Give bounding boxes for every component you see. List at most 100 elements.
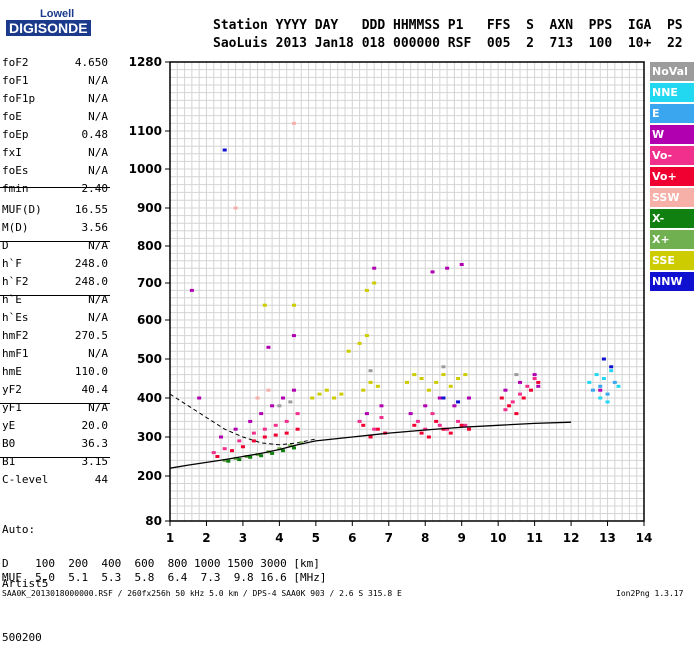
echo-point-x- <box>281 449 286 453</box>
x-tick-label: 6 <box>348 531 356 545</box>
echo-point-w <box>379 404 384 408</box>
echo-point-ssw <box>233 206 238 210</box>
echo-point-noval <box>288 400 293 404</box>
echo-point-sse <box>405 380 409 384</box>
echo-point-e <box>598 384 603 388</box>
echo-point-vo- <box>459 423 464 427</box>
footer-muf-line: MUF 5.0 5.1 5.3 5.8 6.4 7.3 9.8 16.6 [MH… <box>2 571 327 584</box>
x-tick-label: 12 <box>563 531 580 545</box>
param-value: 20.0 <box>81 419 109 432</box>
legend-item-vo-: Vo+ <box>650 167 694 186</box>
y-tick-label: 300 <box>137 430 162 444</box>
echo-point-noval <box>277 404 282 408</box>
footer-d-line: D 100 200 400 600 800 1000 1500 3000 [km… <box>2 557 320 570</box>
echo-point-w <box>189 288 194 292</box>
echo-point-vo- <box>368 435 373 439</box>
echo-point-vo- <box>426 435 431 439</box>
echo-point-x- <box>237 458 242 462</box>
echo-point-sse <box>368 380 373 384</box>
echo-point-x- <box>233 456 238 460</box>
x-tick-label: 2 <box>202 531 210 545</box>
param-value: N/A <box>88 311 108 324</box>
y-tick-label: 200 <box>137 469 162 483</box>
echo-point-vo- <box>423 427 428 431</box>
param-row-c-level: C-level 44 <box>2 473 108 491</box>
x-tick-label: 9 <box>458 531 466 545</box>
param-name: foE <box>2 110 22 123</box>
echo-point-nnw <box>441 396 446 400</box>
param-value: N/A <box>88 401 108 414</box>
param-row-h-es: h`Es N/A <box>2 311 108 329</box>
echo-point-nnw <box>456 400 461 404</box>
echo-point-w <box>437 396 442 400</box>
param-value: N/A <box>88 74 108 87</box>
echo-point-vo- <box>222 447 227 451</box>
param-name: foF2 <box>2 56 29 69</box>
echo-point-vo- <box>536 380 541 384</box>
echo-point-w <box>452 404 457 408</box>
y-tick-label: 400 <box>137 391 162 405</box>
legend-item-vo-: Vo- <box>650 146 694 165</box>
param-separator <box>0 241 110 242</box>
param-row-yf2: yF2 40.4 <box>2 383 108 401</box>
echo-point-w <box>197 396 202 400</box>
echo-point-w <box>291 334 296 338</box>
param-value: N/A <box>88 293 108 306</box>
legend-item-sse: SSE <box>650 251 694 270</box>
echo-point-e <box>590 388 595 392</box>
echo-point-w <box>219 435 224 439</box>
y-tick-label: 1280 <box>129 55 162 69</box>
param-separator <box>0 457 110 458</box>
legend-item-x-: X+ <box>650 230 694 249</box>
y-tick-label: 600 <box>137 313 162 327</box>
param-row-fxi: fxI N/A <box>2 146 108 164</box>
echo-point-vo- <box>211 451 216 455</box>
echo-point-nne <box>616 384 621 388</box>
ionogram-chart: 1 2 3 4 5 6 7 8 9 10 11 12 13 14802003004005006007008… <box>129 55 653 545</box>
param-row-d: D N/A <box>2 239 108 257</box>
echo-point-vo- <box>375 427 380 431</box>
echo-point-w <box>248 419 253 423</box>
param-separator <box>0 295 110 296</box>
echo-point-noval <box>514 373 519 377</box>
echo-point-x- <box>277 447 282 451</box>
echo-point-w <box>518 380 523 384</box>
param-name: foF1p <box>2 92 36 105</box>
echo-point-nne <box>598 396 603 400</box>
autoscaling-line2: Artist5 <box>2 577 49 590</box>
echo-point-vo- <box>430 412 435 416</box>
echo-point-w <box>445 266 450 270</box>
y-tick-label: 80 <box>145 514 162 528</box>
echo-point-sse <box>262 303 267 307</box>
echo-point-w <box>364 412 369 416</box>
param-value: 40.4 <box>81 383 109 396</box>
x-tick-label: 3 <box>239 531 247 545</box>
echo-point-w <box>281 396 286 400</box>
param-value: 3.56 <box>81 221 109 234</box>
echo-point-vo- <box>215 455 220 458</box>
echo-point-sse <box>412 373 417 377</box>
echo-point-sse <box>364 288 369 292</box>
param-value: N/A <box>88 146 108 159</box>
echo-point-w <box>532 373 537 377</box>
echo-point-w <box>266 345 271 349</box>
param-name: h`Es <box>2 311 29 324</box>
x-tick-label: 4 <box>275 531 283 545</box>
x-tick-label: 1 <box>166 531 174 545</box>
echo-point-nne <box>609 369 614 373</box>
param-row-ye: yE 20.0 <box>2 419 108 437</box>
echo-point-sse <box>324 388 329 392</box>
scaled-trace-curve <box>169 421 572 469</box>
param-value: N/A <box>88 92 108 105</box>
echo-point-vo- <box>415 419 420 423</box>
autoscaling-line1: Auto: <box>2 523 36 536</box>
param-row-hmf2: hmF2 270.5 <box>2 329 108 347</box>
param-name: fxI <box>2 146 22 159</box>
x-tick-label: 13 <box>599 531 616 545</box>
param-value: 16.55 <box>74 203 108 216</box>
param-name: fmin <box>2 182 29 195</box>
legend-item-e: E <box>650 104 694 123</box>
footer-file-line: SAA0K_2013018000000.RSF / 260fx256h 50 k… <box>2 589 402 598</box>
echo-point-vo- <box>532 377 537 380</box>
echo-point-nne <box>601 377 606 380</box>
